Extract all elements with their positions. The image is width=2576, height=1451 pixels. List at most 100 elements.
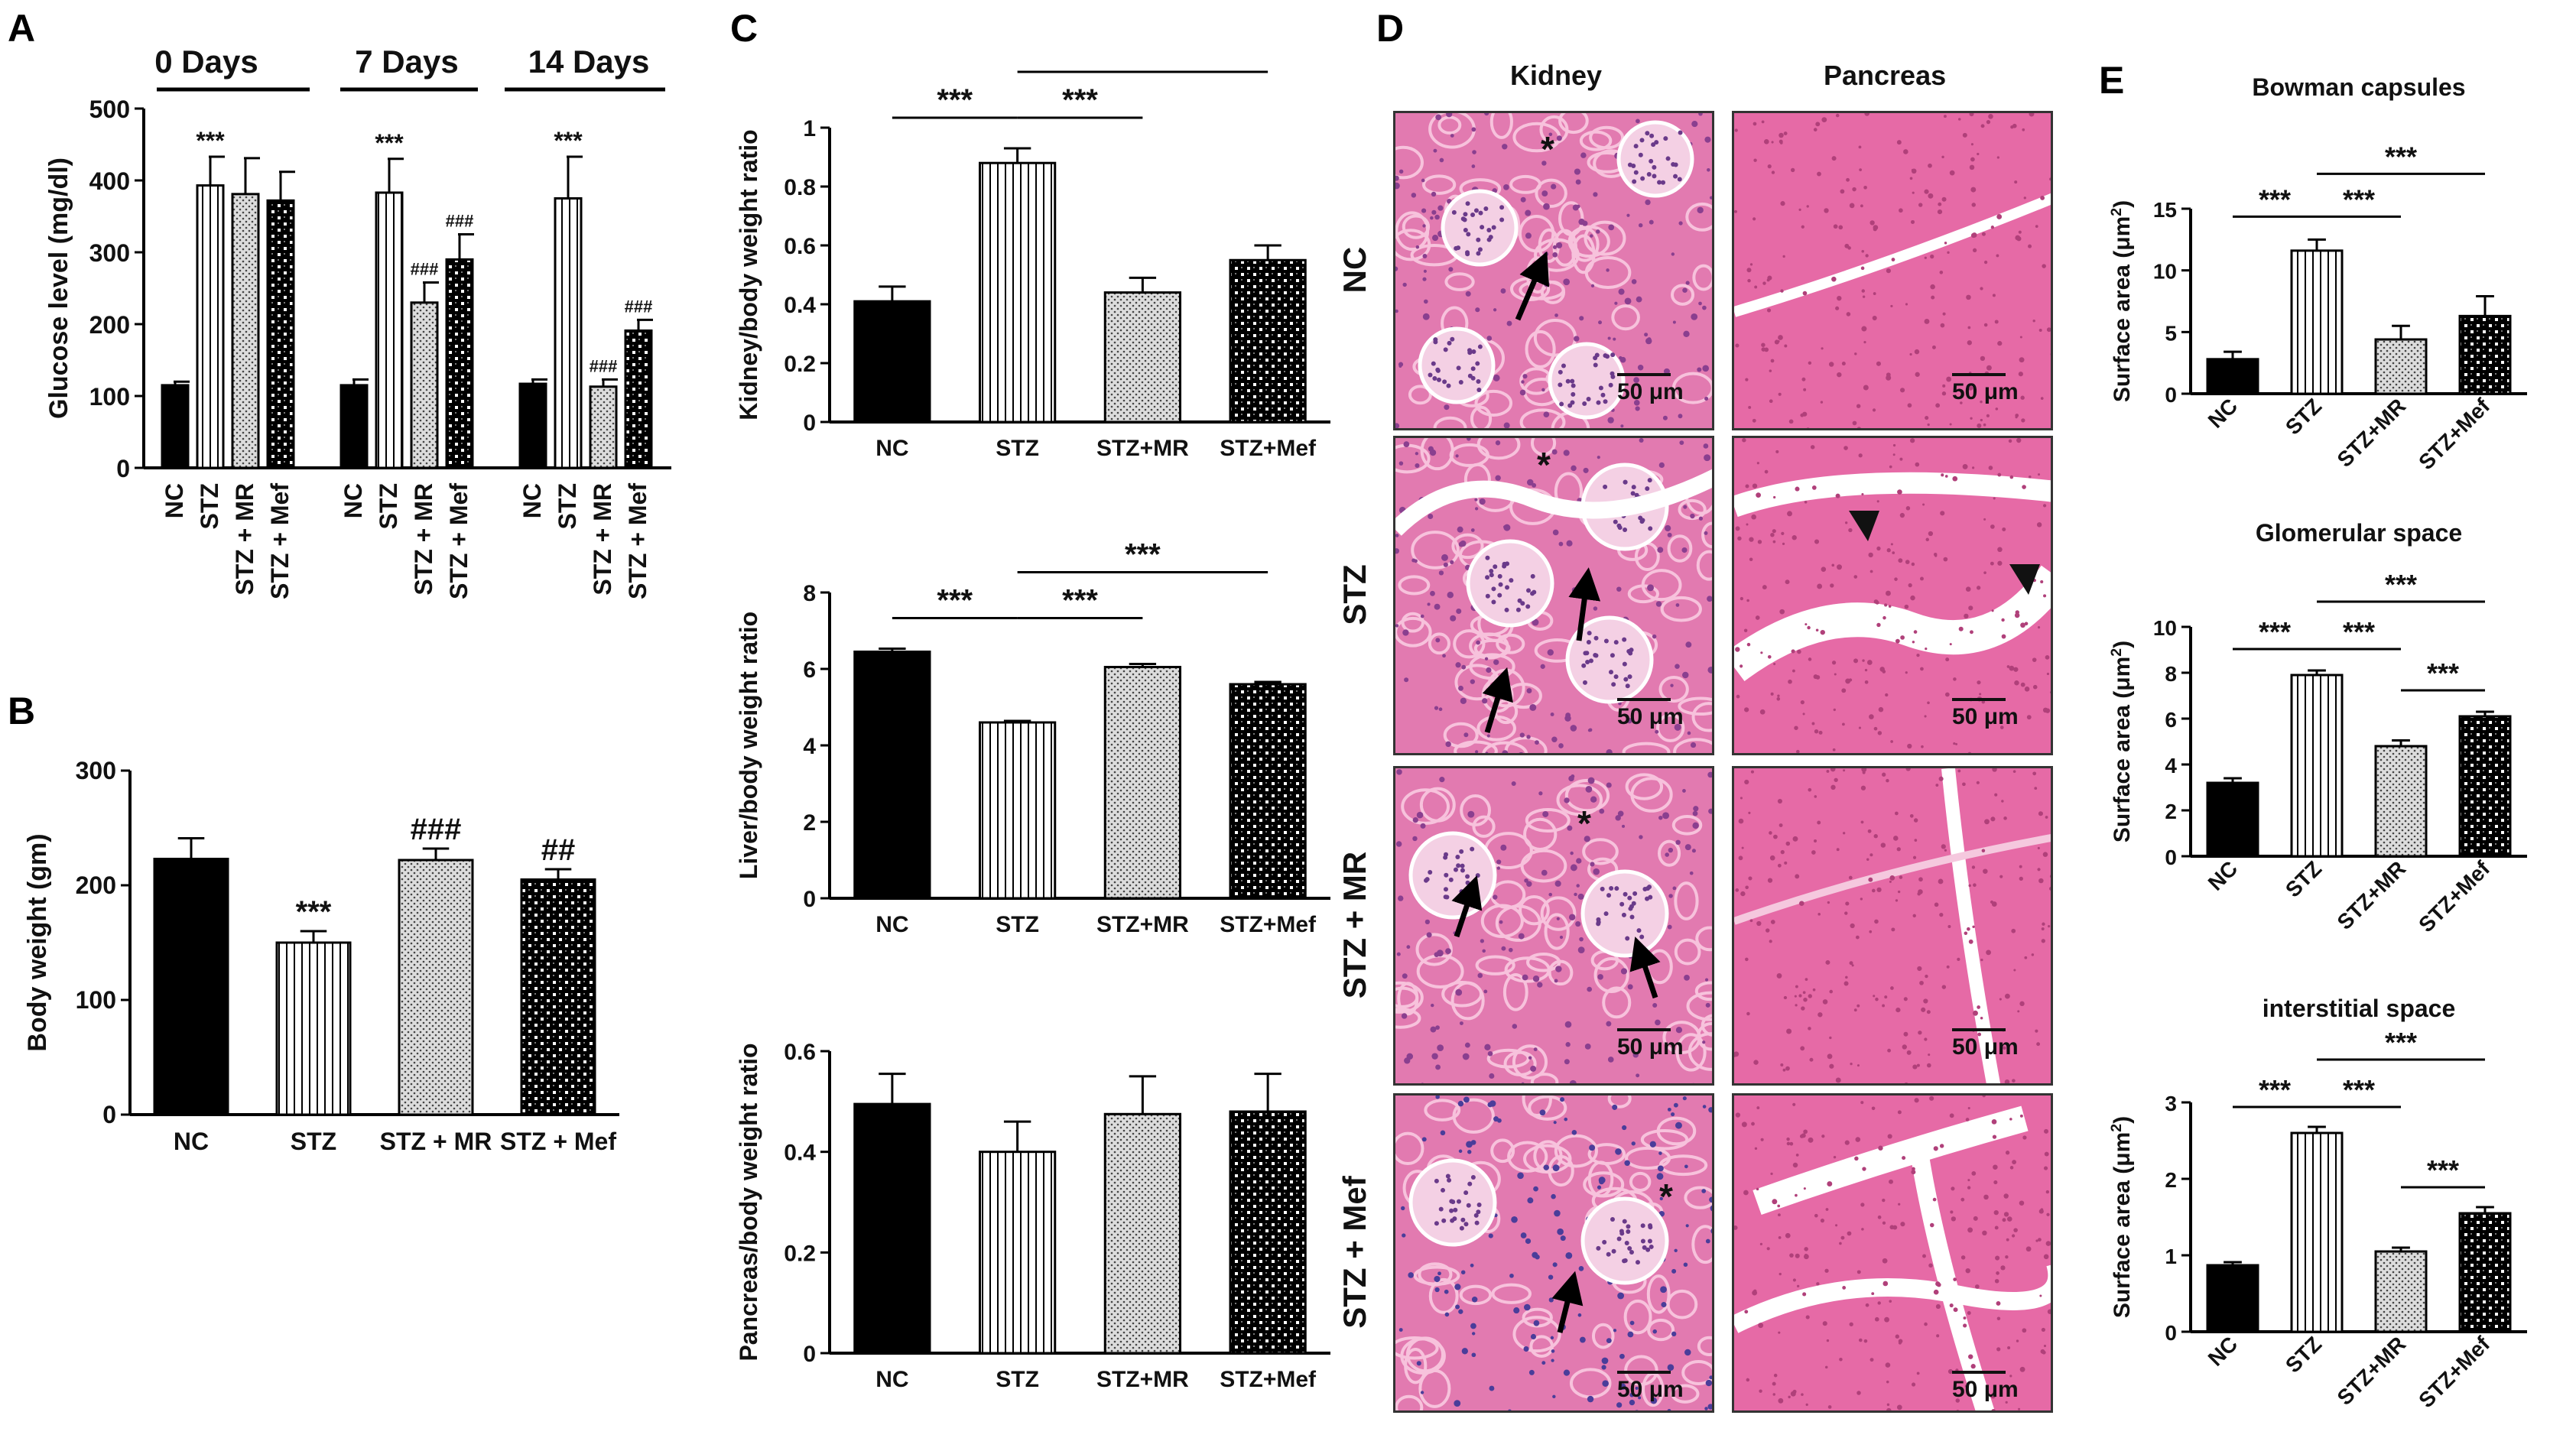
- acinar-dot: [1982, 1096, 1986, 1098]
- glomerulus-nucleus: [1570, 400, 1575, 405]
- glomerulus-nucleus: [1613, 640, 1619, 645]
- nucleus-dot: [1662, 415, 1668, 420]
- E3-bar-0: [2206, 1264, 2259, 1333]
- acinar-dot: [1941, 196, 1947, 202]
- nucleus-dot: [1488, 1233, 1493, 1238]
- glomerulus-nucleus: [1673, 174, 1678, 179]
- C1-category-label: STZ+MR: [1096, 436, 1189, 461]
- C3-category-label: STZ: [996, 1367, 1039, 1392]
- nucleus-dot: [1411, 193, 1417, 198]
- acinar-dot: [1817, 1012, 1823, 1018]
- nucleus-dot: [1693, 806, 1699, 812]
- acinar-dot: [1884, 995, 1888, 999]
- E1-ytick-label: 0: [2165, 383, 2177, 407]
- nucleus-dot: [1550, 713, 1554, 716]
- nucleus-dot: [1461, 664, 1467, 670]
- acinar-dot: [1914, 349, 1920, 355]
- glomerulus-nucleus: [1633, 170, 1639, 175]
- glomerulus-nucleus: [1638, 152, 1643, 157]
- B-bar-annotation: ###: [411, 813, 462, 846]
- micrograph-background: [1734, 1096, 2051, 1410]
- tubule-shape: [1428, 1277, 1459, 1314]
- acinar-dot: [1889, 880, 1892, 883]
- micro-row-label-3: STZ + Mef: [1337, 1176, 1372, 1329]
- acinar-dot: [1878, 706, 1884, 713]
- nucleus-dot: [1522, 374, 1528, 379]
- tubule-shape: [1502, 973, 1528, 1011]
- tubule-shape: [1540, 896, 1577, 931]
- acinar-dot: [2015, 235, 2021, 241]
- nucleus-dot: [1674, 1248, 1678, 1252]
- nucleus-dot: [1508, 1409, 1512, 1410]
- acinar-dot: [1890, 304, 1893, 308]
- acinar-dot: [1873, 995, 1876, 998]
- acinar-dot: [2044, 1151, 2049, 1157]
- acinar-dot: [1769, 940, 1772, 943]
- nucleus-dot: [1429, 449, 1437, 456]
- arrow-overlay: [1482, 567, 1601, 734]
- acinar-dot: [1905, 303, 1908, 306]
- glomerulus-nucleus: [1639, 138, 1645, 143]
- acinar-dot: [1821, 347, 1824, 350]
- acinar-dot: [1928, 1263, 1933, 1268]
- acinar-dot: [1973, 1010, 1978, 1016]
- scale-bar: [1952, 1371, 2006, 1374]
- acinar-dot: [1951, 1186, 1955, 1191]
- nucleus-dot: [1493, 659, 1499, 665]
- glomerulus-nucleus: [1626, 1224, 1631, 1229]
- nucleus-dot: [1530, 1065, 1537, 1072]
- acinar-dot: [1785, 579, 1790, 585]
- acinar-dot: [1933, 1146, 1938, 1151]
- nucleus-dot: [1554, 313, 1558, 317]
- nucleus-dot: [1713, 1060, 1714, 1063]
- nucleus-dot: [1698, 516, 1704, 521]
- glomerulus-shape: [1418, 326, 1496, 404]
- acinar-dot: [1746, 523, 1749, 526]
- nucleus-dot: [1713, 471, 1714, 476]
- acinar-dot: [1876, 887, 1882, 892]
- glomerulus-nucleus: [1565, 378, 1571, 384]
- glomerulus-nucleus: [1652, 174, 1657, 179]
- acinar-dot: [1843, 981, 1849, 986]
- nucleus-dot: [1571, 465, 1577, 472]
- acinar-dot: [2042, 852, 2048, 857]
- acinar-dot: [1827, 1053, 1833, 1060]
- acinar-dot: [1922, 1254, 1926, 1258]
- glomerulus-nucleus: [1645, 486, 1650, 492]
- acinar-dot: [1905, 506, 1911, 511]
- acinar-dot: [1941, 155, 1944, 159]
- acinar-dot: [1869, 570, 1873, 573]
- acinar-dot: [1797, 649, 1801, 654]
- nucleus-dot: [1398, 461, 1404, 466]
- nucleus-dot: [1395, 175, 1399, 181]
- acinar-dot: [2014, 680, 2019, 686]
- nucleus-dot: [1711, 1085, 1714, 1086]
- acinar-dot: [2044, 1128, 2049, 1134]
- acinar-dot: [1891, 927, 1895, 932]
- acinar-dot: [1921, 745, 1924, 748]
- acinar-dot: [1892, 551, 1895, 554]
- scale-bar: [1952, 1028, 2006, 1031]
- nucleus-dot: [1674, 723, 1681, 731]
- nucleus-dot: [1412, 816, 1418, 823]
- A-ytick-label: 100: [89, 383, 130, 411]
- tubule-shape: [1491, 1283, 1532, 1304]
- nucleus-dot: [1593, 192, 1598, 197]
- nucleus-dot: [1526, 735, 1531, 739]
- nucleus-dot: [1532, 618, 1539, 626]
- acinar-dot: [1925, 974, 1928, 979]
- acinar-dot: [1990, 1393, 1996, 1399]
- acinar-dot: [2019, 1114, 2023, 1118]
- acinar-dot: [1931, 295, 1935, 300]
- acinar-dot: [1802, 991, 1806, 995]
- acinar-dot: [1802, 713, 1805, 716]
- nucleus-dot: [1559, 754, 1566, 755]
- acinar-dot: [1905, 671, 1908, 674]
- nucleus-dot: [1471, 1297, 1478, 1303]
- nucleus-dot: [1685, 281, 1690, 285]
- tubule-shape: [1401, 612, 1424, 633]
- nucleus-dot: [1590, 284, 1595, 287]
- E2-bar-1: [2290, 674, 2344, 858]
- tubule-shape: [1656, 713, 1685, 742]
- nucleus-dot: [1511, 781, 1516, 786]
